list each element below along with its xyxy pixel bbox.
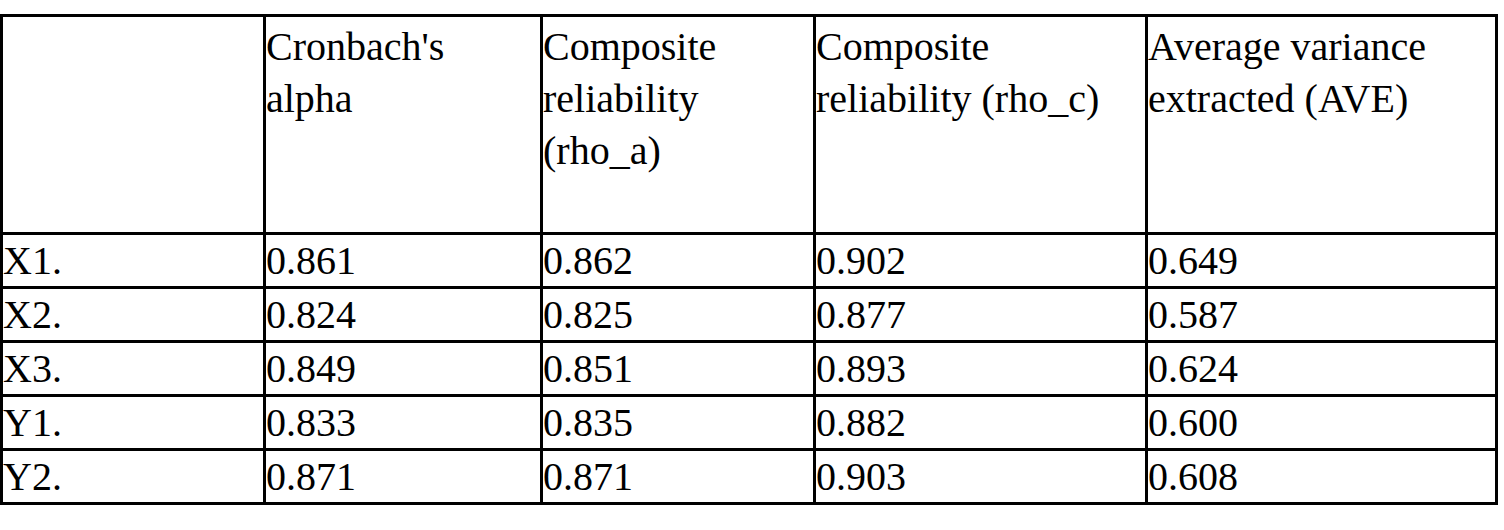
table-row-x1: X1. 0.861 0.862 0.902 0.649 [2, 234, 1497, 288]
header-cell-composite-reliability-rho-c: Composite reliability (rho_c) [815, 16, 1147, 234]
value-cell: 0.902 [815, 234, 1147, 288]
value-cell: 0.608 [1147, 450, 1497, 504]
value-cell: 0.624 [1147, 342, 1497, 396]
value-cell: 0.833 [265, 396, 542, 450]
value-cell: 0.903 [815, 450, 1147, 504]
document-page: Cronbach's alpha Composite reliability (… [0, 0, 1504, 530]
value-cell: 0.893 [815, 342, 1147, 396]
table-row-y2: Y2. 0.871 0.871 0.903 0.608 [2, 450, 1497, 504]
header-cell-composite-reliability-rho-a: Composite reliability (rho_a) [542, 16, 815, 234]
value-cell: 0.871 [542, 450, 815, 504]
value-cell: 0.825 [542, 288, 815, 342]
value-cell: 0.871 [265, 450, 542, 504]
table-row-y1: Y1. 0.833 0.835 0.882 0.600 [2, 396, 1497, 450]
value-cell: 0.849 [265, 342, 542, 396]
table-row-x2: X2. 0.824 0.825 0.877 0.587 [2, 288, 1497, 342]
row-label-cell: X1. [2, 234, 265, 288]
row-label-cell: Y2. [2, 450, 265, 504]
row-label-cell: X3. [2, 342, 265, 396]
header-cell-average-variance-extracted: Average variance extracted (AVE) [1147, 16, 1497, 234]
value-cell: 0.649 [1147, 234, 1497, 288]
header-row: Cronbach's alpha Composite reliability (… [2, 16, 1497, 234]
header-cell-construct [2, 16, 265, 234]
value-cell: 0.877 [815, 288, 1147, 342]
table-body: X1. 0.861 0.862 0.902 0.649 X2. 0.824 0.… [2, 234, 1497, 504]
table-header: Cronbach's alpha Composite reliability (… [2, 16, 1497, 234]
value-cell: 0.600 [1147, 396, 1497, 450]
value-cell: 0.882 [815, 396, 1147, 450]
value-cell: 0.824 [265, 288, 542, 342]
table-row-x3: X3. 0.849 0.851 0.893 0.624 [2, 342, 1497, 396]
row-label-cell: X2. [2, 288, 265, 342]
value-cell: 0.851 [542, 342, 815, 396]
reliability-validity-table: Cronbach's alpha Composite reliability (… [0, 14, 1498, 505]
value-cell: 0.861 [265, 234, 542, 288]
value-cell: 0.835 [542, 396, 815, 450]
row-label-cell: Y1. [2, 396, 265, 450]
value-cell: 0.862 [542, 234, 815, 288]
header-cell-cronbachs-alpha: Cronbach's alpha [265, 16, 542, 234]
value-cell: 0.587 [1147, 288, 1497, 342]
